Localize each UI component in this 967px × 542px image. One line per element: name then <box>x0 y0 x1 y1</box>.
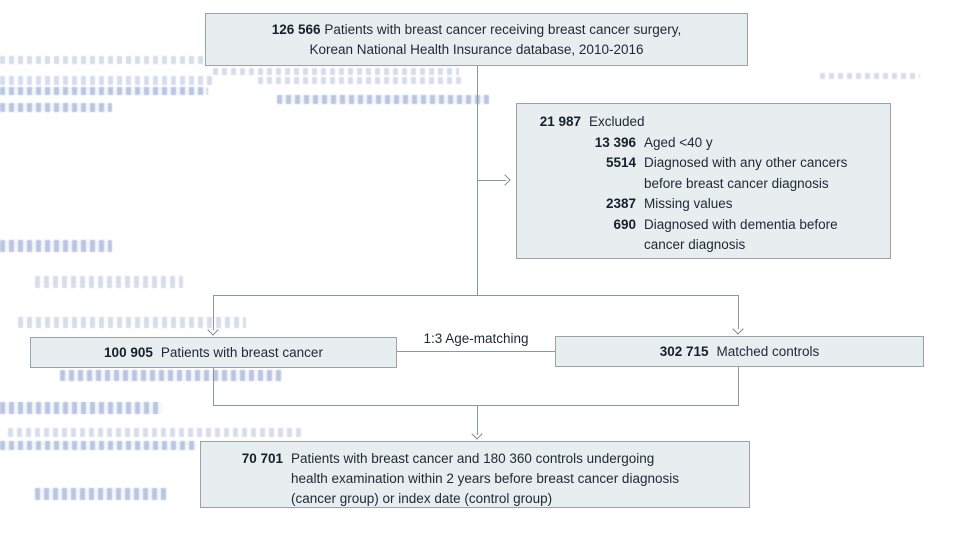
arrowhead-excluded <box>499 174 511 186</box>
control-group-count: 302 715 <box>659 343 709 359</box>
ghost-text-artifact <box>0 103 112 112</box>
ghost-text-artifact <box>213 68 459 75</box>
connector-to-control-box <box>738 295 739 329</box>
cancer-group-label: Patients with breast cancer <box>160 344 323 360</box>
ghost-text-artifact <box>18 317 246 328</box>
arrowhead-final-box <box>471 428 483 440</box>
excluded-box: 21 987 Excluded 13 396 Aged <40 y 5514 D… <box>516 103 891 259</box>
final-cohort-count: 70 701 <box>241 451 283 466</box>
ghost-text-artifact <box>0 87 208 95</box>
control-group-box: 302 715 Matched controls <box>555 336 924 367</box>
source-population-line2: Korean National Health Insurance databas… <box>309 42 644 57</box>
ghost-text-artifact <box>60 370 282 381</box>
arrowhead-control-box <box>732 323 744 335</box>
excluded-item-text: Missing values <box>644 196 733 211</box>
connector-to-cancer-box <box>213 295 214 330</box>
ghost-text-artifact <box>820 73 920 79</box>
connector-merge-horizontal <box>213 405 739 406</box>
excluded-item-count: 2387 <box>605 196 636 211</box>
excluded-item-row: 5514 Diagnosed with any other cancers bef… <box>529 153 880 194</box>
ghost-text-artifact <box>35 276 183 288</box>
connector-split-horizontal <box>213 295 739 296</box>
excluded-header-row: 21 987 Excluded <box>529 112 880 133</box>
ghost-text-artifact <box>0 240 112 252</box>
ghost-text-artifact <box>0 56 210 64</box>
connector-control-to-merge <box>738 367 739 406</box>
cancer-group-count: 100 905 <box>104 344 153 360</box>
connector-cancer-to-merge <box>213 368 214 406</box>
source-population-box: 126 566 Patients with breast cancer rece… <box>205 13 748 66</box>
excluded-item-count: 690 <box>613 216 636 232</box>
age-matching-label: 1:3 Age-matching <box>423 331 529 346</box>
excluded-count: 21 987 <box>539 114 581 129</box>
final-cohort-text: Patients with breast cancer and 180 360 … <box>291 451 679 506</box>
excluded-item-count: 13 396 <box>594 134 636 150</box>
excluded-item-row: 690 Diagnosed with dementia before cancer… <box>529 215 880 256</box>
ghost-text-artifact <box>35 488 167 500</box>
excluded-item-row: 2387 Missing values <box>529 194 880 215</box>
excluded-item-text: Aged <40 y <box>644 134 713 150</box>
excluded-item-text: Diagnosed with dementia before cancer dia… <box>644 216 838 253</box>
connector-to-final-box <box>477 405 478 435</box>
connector-excluded-branch <box>477 180 506 181</box>
ghost-text-artifact <box>0 76 215 85</box>
excluded-item-count: 5514 <box>605 155 636 170</box>
connector-age-matching <box>397 351 555 352</box>
ghost-text-artifact <box>277 95 489 104</box>
final-cohort-row: 70 701 Patients with breast cancer and 1… <box>226 449 739 509</box>
ghost-text-artifact <box>8 428 303 437</box>
ghost-text-artifact <box>0 441 196 450</box>
cancer-group-box: 100 905 Patients with breast cancer <box>30 337 397 368</box>
excluded-item-row: 13 396 Aged <40 y <box>529 133 880 154</box>
excluded-item-text: Diagnosed with any other cancers before b… <box>644 155 848 191</box>
source-population-count: 126 566 <box>271 22 321 37</box>
final-cohort-box: 70 701 Patients with breast cancer and 1… <box>200 441 750 508</box>
excluded-label: Excluded <box>589 114 645 129</box>
source-population-line1: 126 566 Patients with breast cancer rece… <box>271 22 682 37</box>
ghost-text-artifact <box>258 77 463 84</box>
ghost-text-artifact <box>0 402 162 414</box>
control-group-label: Matched controls <box>716 343 820 359</box>
